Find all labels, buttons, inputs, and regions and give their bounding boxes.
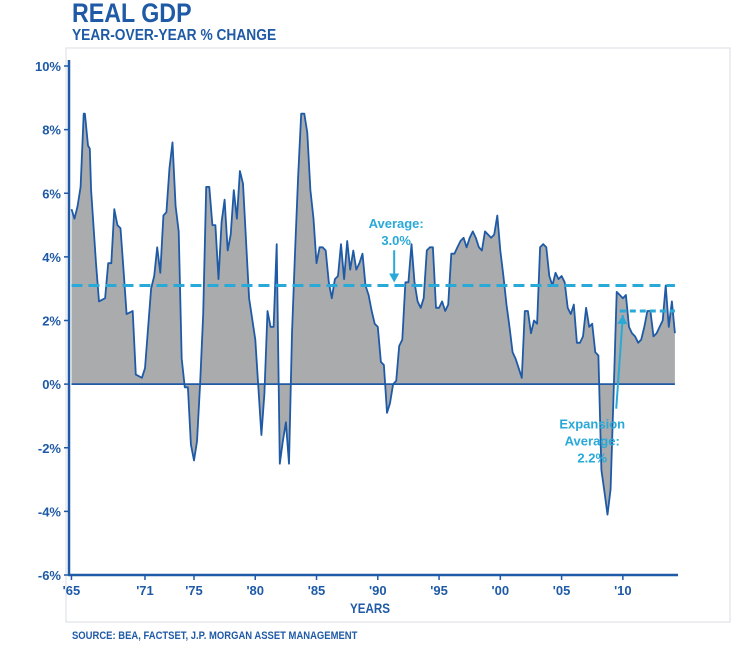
annotations: Average: 3.0% Expansion Average: 2.2%: [369, 216, 628, 466]
expansion-arrow: [615, 314, 624, 409]
x-tick-label: '85: [308, 583, 326, 598]
y-tick-label: 0%: [42, 377, 61, 392]
chart-subtitle: YEAR-OVER-YEAR % CHANGE: [72, 27, 277, 44]
x-tick-label: '95: [430, 583, 448, 598]
y-axis-ticks: -6% -4% -2% 0% 2% 4% 6% 8% 10%: [35, 59, 69, 583]
x-tick-label: '71: [136, 583, 154, 598]
gdp-line: [70, 112, 676, 516]
x-axis-title: YEARS: [350, 600, 390, 616]
expansion-average-annotation: Expansion: [559, 417, 625, 432]
y-tick-label: 2%: [42, 314, 61, 329]
x-tick-label: '65: [63, 583, 81, 598]
y-tick-label: -2%: [38, 441, 62, 456]
x-tick-label: '10: [614, 583, 632, 598]
x-tick-label: '05: [553, 583, 571, 598]
chart-title: REAL GDP: [72, 0, 192, 28]
y-tick-label: 6%: [42, 186, 61, 201]
average-annotation: 3.0%: [381, 233, 411, 248]
x-tick-label: '80: [246, 583, 264, 598]
series-layer: [70, 112, 676, 516]
y-tick-label: -6%: [38, 568, 62, 583]
source-note: SOURCE: BEA, FACTSET, J.P. MORGAN ASSET …: [72, 630, 358, 642]
x-tick-label: '75: [185, 583, 203, 598]
x-tick-label: '00: [492, 583, 510, 598]
y-tick-label: 8%: [42, 123, 61, 138]
average-arrowhead: [389, 273, 400, 283]
expansion-average-annotation: 2.2%: [577, 451, 607, 466]
reference-lines: [71, 284, 675, 313]
gdp-area-fill: [71, 113, 675, 515]
average-annotation: Average:: [369, 216, 424, 231]
expansion-arrowhead: [617, 314, 628, 325]
x-tick-label: '90: [369, 583, 387, 598]
y-tick-label: 4%: [42, 250, 61, 265]
y-tick-label: -4%: [38, 504, 62, 519]
x-axis-ticks: '65 '71 '75 '80 '85 '90 '95 '00 '05 '10: [63, 575, 632, 598]
y-tick-label: 10%: [35, 59, 61, 74]
expansion-average-annotation: Average:: [565, 434, 620, 449]
